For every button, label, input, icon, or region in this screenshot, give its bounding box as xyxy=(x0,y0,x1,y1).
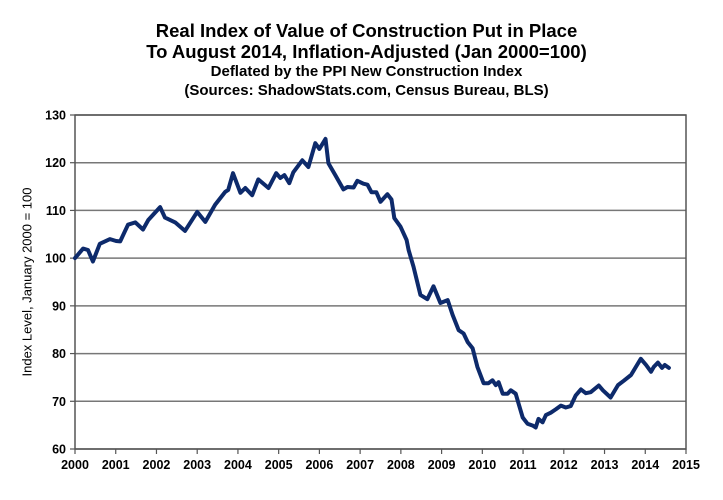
plot-area xyxy=(74,114,687,450)
x-tick-label: 2000 xyxy=(61,458,89,472)
gridlines xyxy=(75,114,686,450)
y-tick-label: 120 xyxy=(45,156,66,170)
x-tick-label: 2010 xyxy=(468,458,496,472)
x-tick-label: 2003 xyxy=(183,458,211,472)
chart-title: Real Index of Value of Construction Put … xyxy=(155,20,578,41)
y-tick-label: 90 xyxy=(52,299,66,313)
x-tick-label: 2015 xyxy=(672,458,700,472)
series-group xyxy=(73,136,671,430)
x-tick-label: 2006 xyxy=(305,458,333,472)
y-tick-label: 100 xyxy=(45,252,66,266)
x-axis: 2000 2001 2002 2003 2004 2005 2006 2007 2008 2009… xyxy=(61,449,700,472)
y-tick-label: 80 xyxy=(52,347,66,361)
y-axis: 60 70 80 90 100 110 120 130 xyxy=(45,109,75,457)
x-tick-label: 2002 xyxy=(143,458,171,472)
x-tick-label: 2013 xyxy=(591,458,619,472)
x-tick-label: 2012 xyxy=(550,458,578,472)
x-tick-label: 2008 xyxy=(387,458,415,472)
chart-subtitle-line2: To August 2014, Inflation-Adjusted (Jan … xyxy=(146,41,587,62)
y-tick-label: 70 xyxy=(52,395,66,409)
x-tick-label: 2004 xyxy=(224,458,252,472)
chart-subtitle-line3: Deflated by the PPI New Construction Ind… xyxy=(210,63,523,80)
x-tick-label: 2007 xyxy=(346,458,374,472)
x-tick-label: 2011 xyxy=(510,458,537,472)
x-tick-label: 2009 xyxy=(428,458,456,472)
y-tick-label: 110 xyxy=(46,204,66,218)
x-tick-label: 2014 xyxy=(631,458,659,472)
x-tick-label: 2001 xyxy=(102,458,130,472)
y-tick-label: 60 xyxy=(52,443,66,457)
series-line xyxy=(73,136,671,430)
y-tick-label: 130 xyxy=(45,109,66,123)
chart-subtitle-line4: (Sources: ShadowStats.com, Census Bureau… xyxy=(184,82,549,99)
x-tick-label: 2005 xyxy=(265,458,293,472)
